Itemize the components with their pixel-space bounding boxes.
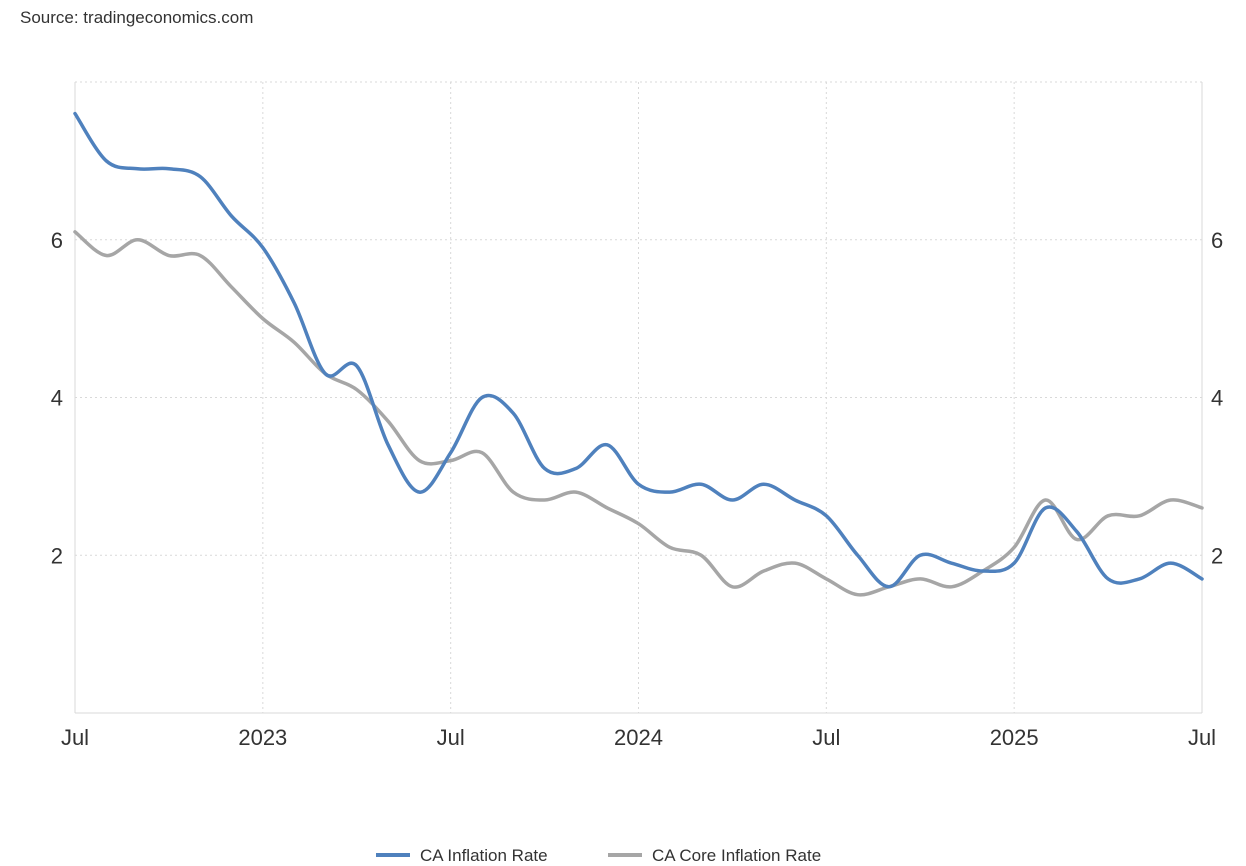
series-lines [73,111,1204,597]
legend-label-ca-core-inflation-rate: CA Core Inflation Rate [652,846,821,865]
axes: Jul 2023 Jul 2024 Jul 2025 Jul 2 2 4 4 6 6 [51,82,1223,750]
x-tick-label: Jul [437,725,465,750]
x-tick-label: 2025 [990,725,1039,750]
x-tick-label: Jul [61,725,89,750]
y-tick-label-left: 4 [51,386,63,411]
grid-lines [74,81,1203,713]
x-tick-label: Jul [812,725,840,750]
y-tick-label-right: 2 [1211,543,1223,568]
y-tick-label-right: 6 [1211,228,1223,253]
y-tick-label-right: 4 [1211,386,1223,411]
legend-label-ca-inflation-rate: CA Inflation Rate [420,846,548,865]
ca-inflation-rate-line [73,111,1204,589]
y-tick-label-left: 6 [51,228,63,253]
y-tick-label-left: 2 [51,543,63,568]
x-tick-label: 2024 [614,725,663,750]
x-tick-label: Jul [1188,725,1216,750]
x-tick-label: 2023 [238,725,287,750]
legend: CA Inflation Rate CA Core Inflation Rate [376,846,821,865]
source-label: Source: tradingeconomics.com [20,8,254,27]
ca-core-inflation-rate-line [73,230,1204,597]
